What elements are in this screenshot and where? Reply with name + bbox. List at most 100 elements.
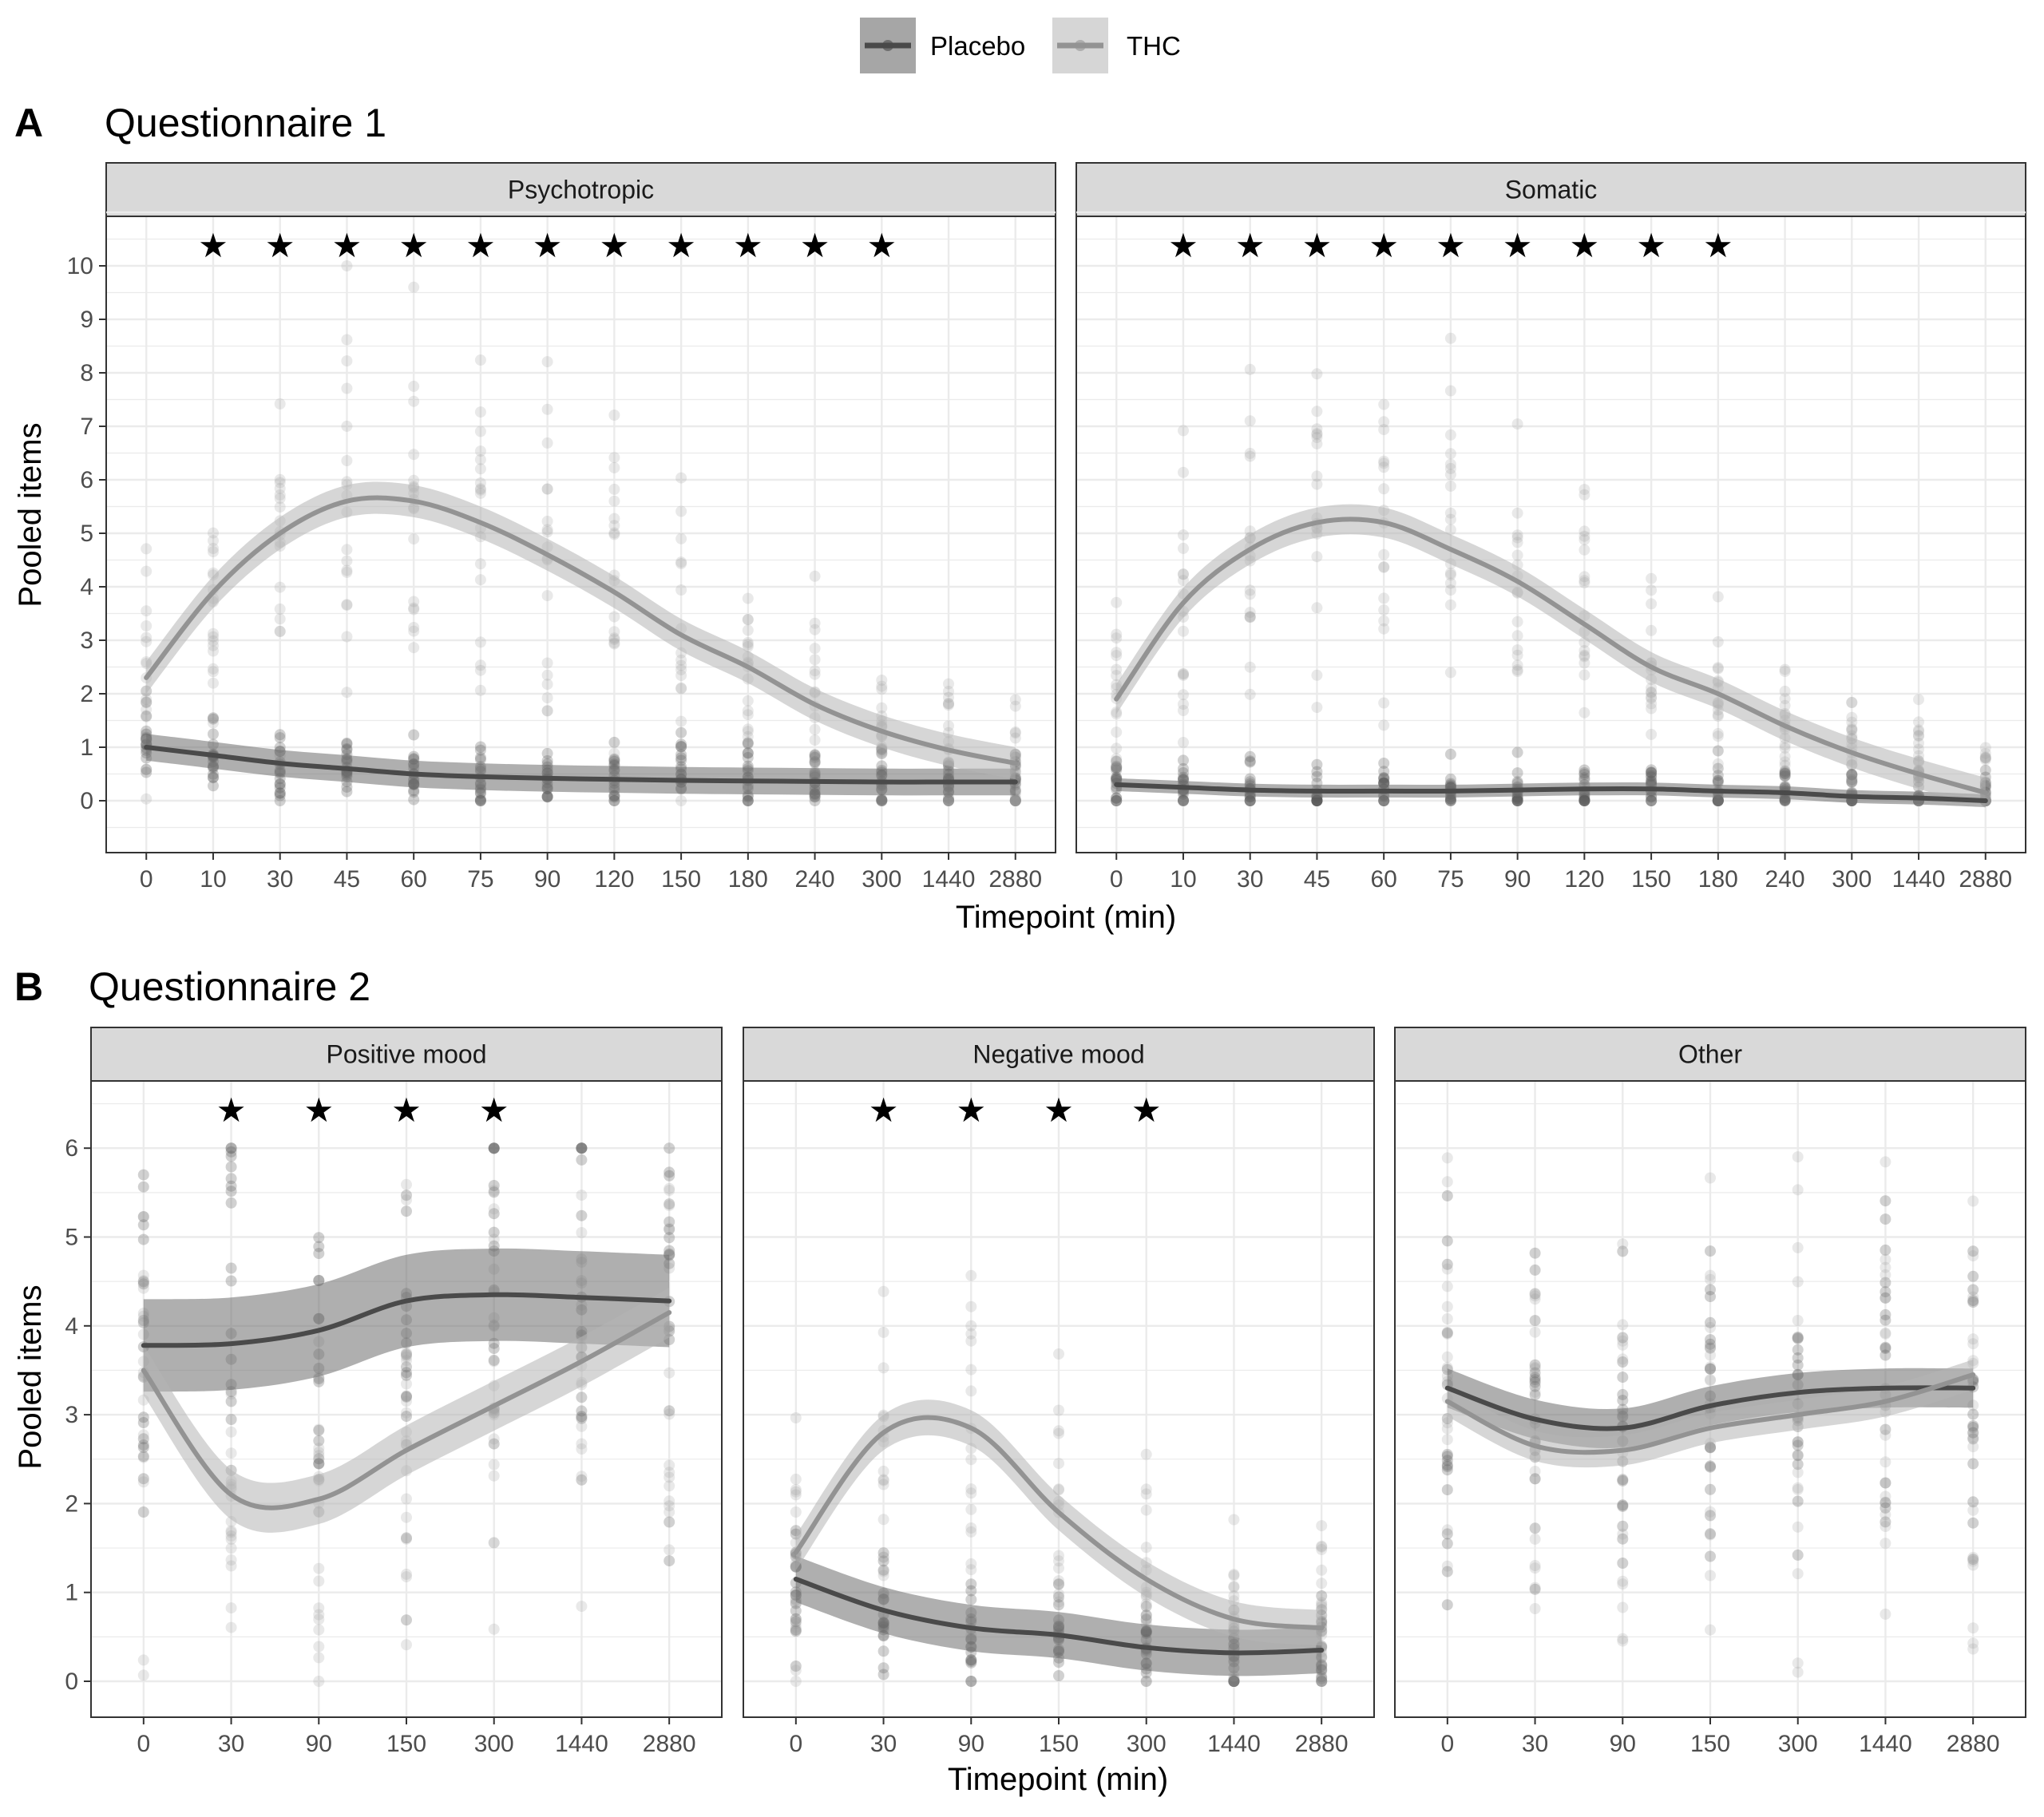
observation-point [541,679,553,691]
facet-strip [105,162,1056,217]
observation-point [1111,795,1123,806]
observation-point [401,1407,412,1419]
observation-point [1880,1277,1891,1289]
observation-point [274,790,286,802]
x-tick-label: 300 [1778,1731,1818,1757]
y-tick-label: 2 [65,1490,78,1517]
observation-point [809,617,821,629]
observation-point [664,1185,675,1197]
observation-point [1111,647,1123,659]
facet-somatic: Somatic ★ ★ ★ ★ ★ ★ ★ ★ ★ 0 10 30 45 60 75 90 120 150 180 24… [1075,162,2026,893]
significance-star: ★ [216,1091,247,1129]
observation-point [675,752,687,764]
observation-point [1178,425,1189,437]
observation-point [675,741,687,753]
observation-point [876,680,888,692]
observation-point [1579,795,1590,806]
observation-point [1178,575,1189,587]
observation-point [225,1621,237,1633]
observation-point [742,641,754,652]
observation-point [1311,478,1323,490]
observation-point [790,1621,802,1633]
x-tick-label: 1440 [1859,1731,1912,1757]
observation-point [1880,1308,1891,1320]
observation-point [1705,1506,1716,1518]
observation-point [1646,728,1658,740]
observation-point [208,635,219,647]
observation-point [1178,568,1189,580]
observation-point [1111,792,1123,804]
observation-point [1511,529,1523,541]
observation-point [341,743,353,754]
observation-point [576,1154,588,1166]
observation-point [1053,1588,1064,1600]
observation-point [1178,771,1189,783]
observation-point [809,623,821,635]
observation-point [742,795,754,806]
observation-point [809,668,821,680]
observation-point [675,795,687,806]
observation-point [488,1233,500,1245]
observation-point [541,669,553,681]
observation-point [1140,1598,1152,1610]
observation-point [1444,448,1456,460]
observation-point [488,1185,500,1197]
observation-point [225,1173,237,1185]
significance-star: ★ [866,227,897,264]
observation-point [1441,1451,1453,1463]
observation-point [1244,584,1256,596]
observation-point [1529,1362,1541,1373]
observation-point [1311,423,1323,435]
observation-point [1880,1477,1891,1489]
observation-point [341,781,353,793]
observation-point [1529,1380,1541,1392]
observation-point [137,1169,149,1181]
observation-point [1378,561,1390,573]
observation-point [1228,1676,1240,1687]
observation-point [608,753,620,765]
observation-point [274,782,286,794]
observation-point [1441,1566,1453,1578]
observation-point [141,725,153,737]
observation-point [1311,702,1323,714]
observation-point [1244,612,1256,623]
observation-point [608,452,620,464]
observation-point [1617,1339,1629,1351]
observation-point [1967,1517,1979,1529]
observation-point [1646,692,1658,704]
observation-point [1579,707,1590,718]
observation-point [1378,772,1390,784]
x-axis: 0 30 90 150 300 1440 2880 [789,1717,1349,1757]
observation-point [474,574,486,586]
observation-point [401,1351,412,1363]
observation-point [1378,795,1390,806]
x-tick-label: 60 [400,866,426,893]
observation-point [1967,1458,1979,1470]
observation-point [274,482,286,494]
observation-point [675,738,687,750]
observation-point [1178,795,1189,806]
observation-point [1967,1559,1979,1571]
observation-point [1529,1581,1541,1593]
observation-point [274,477,286,489]
observation-point [1244,415,1256,427]
y-tick-label: 1 [65,1580,78,1606]
observation-point [1846,771,1858,783]
observation-point [1967,1427,1979,1439]
observation-point [137,1276,149,1288]
observation-point [809,750,821,762]
observation-point [1846,724,1858,736]
observation-point [608,791,620,803]
observation-point [664,1555,675,1567]
observation-point [1712,636,1724,647]
observation-point [943,698,954,710]
observation-point [965,1657,977,1669]
observation-point [1913,743,1924,755]
observation-point [877,1362,889,1374]
observation-point [1967,1245,1979,1257]
observation-point [474,752,486,763]
observation-point [1111,628,1123,640]
observation-point [675,715,687,727]
observation-point [1511,507,1523,519]
legend-point-thc [1075,40,1086,51]
